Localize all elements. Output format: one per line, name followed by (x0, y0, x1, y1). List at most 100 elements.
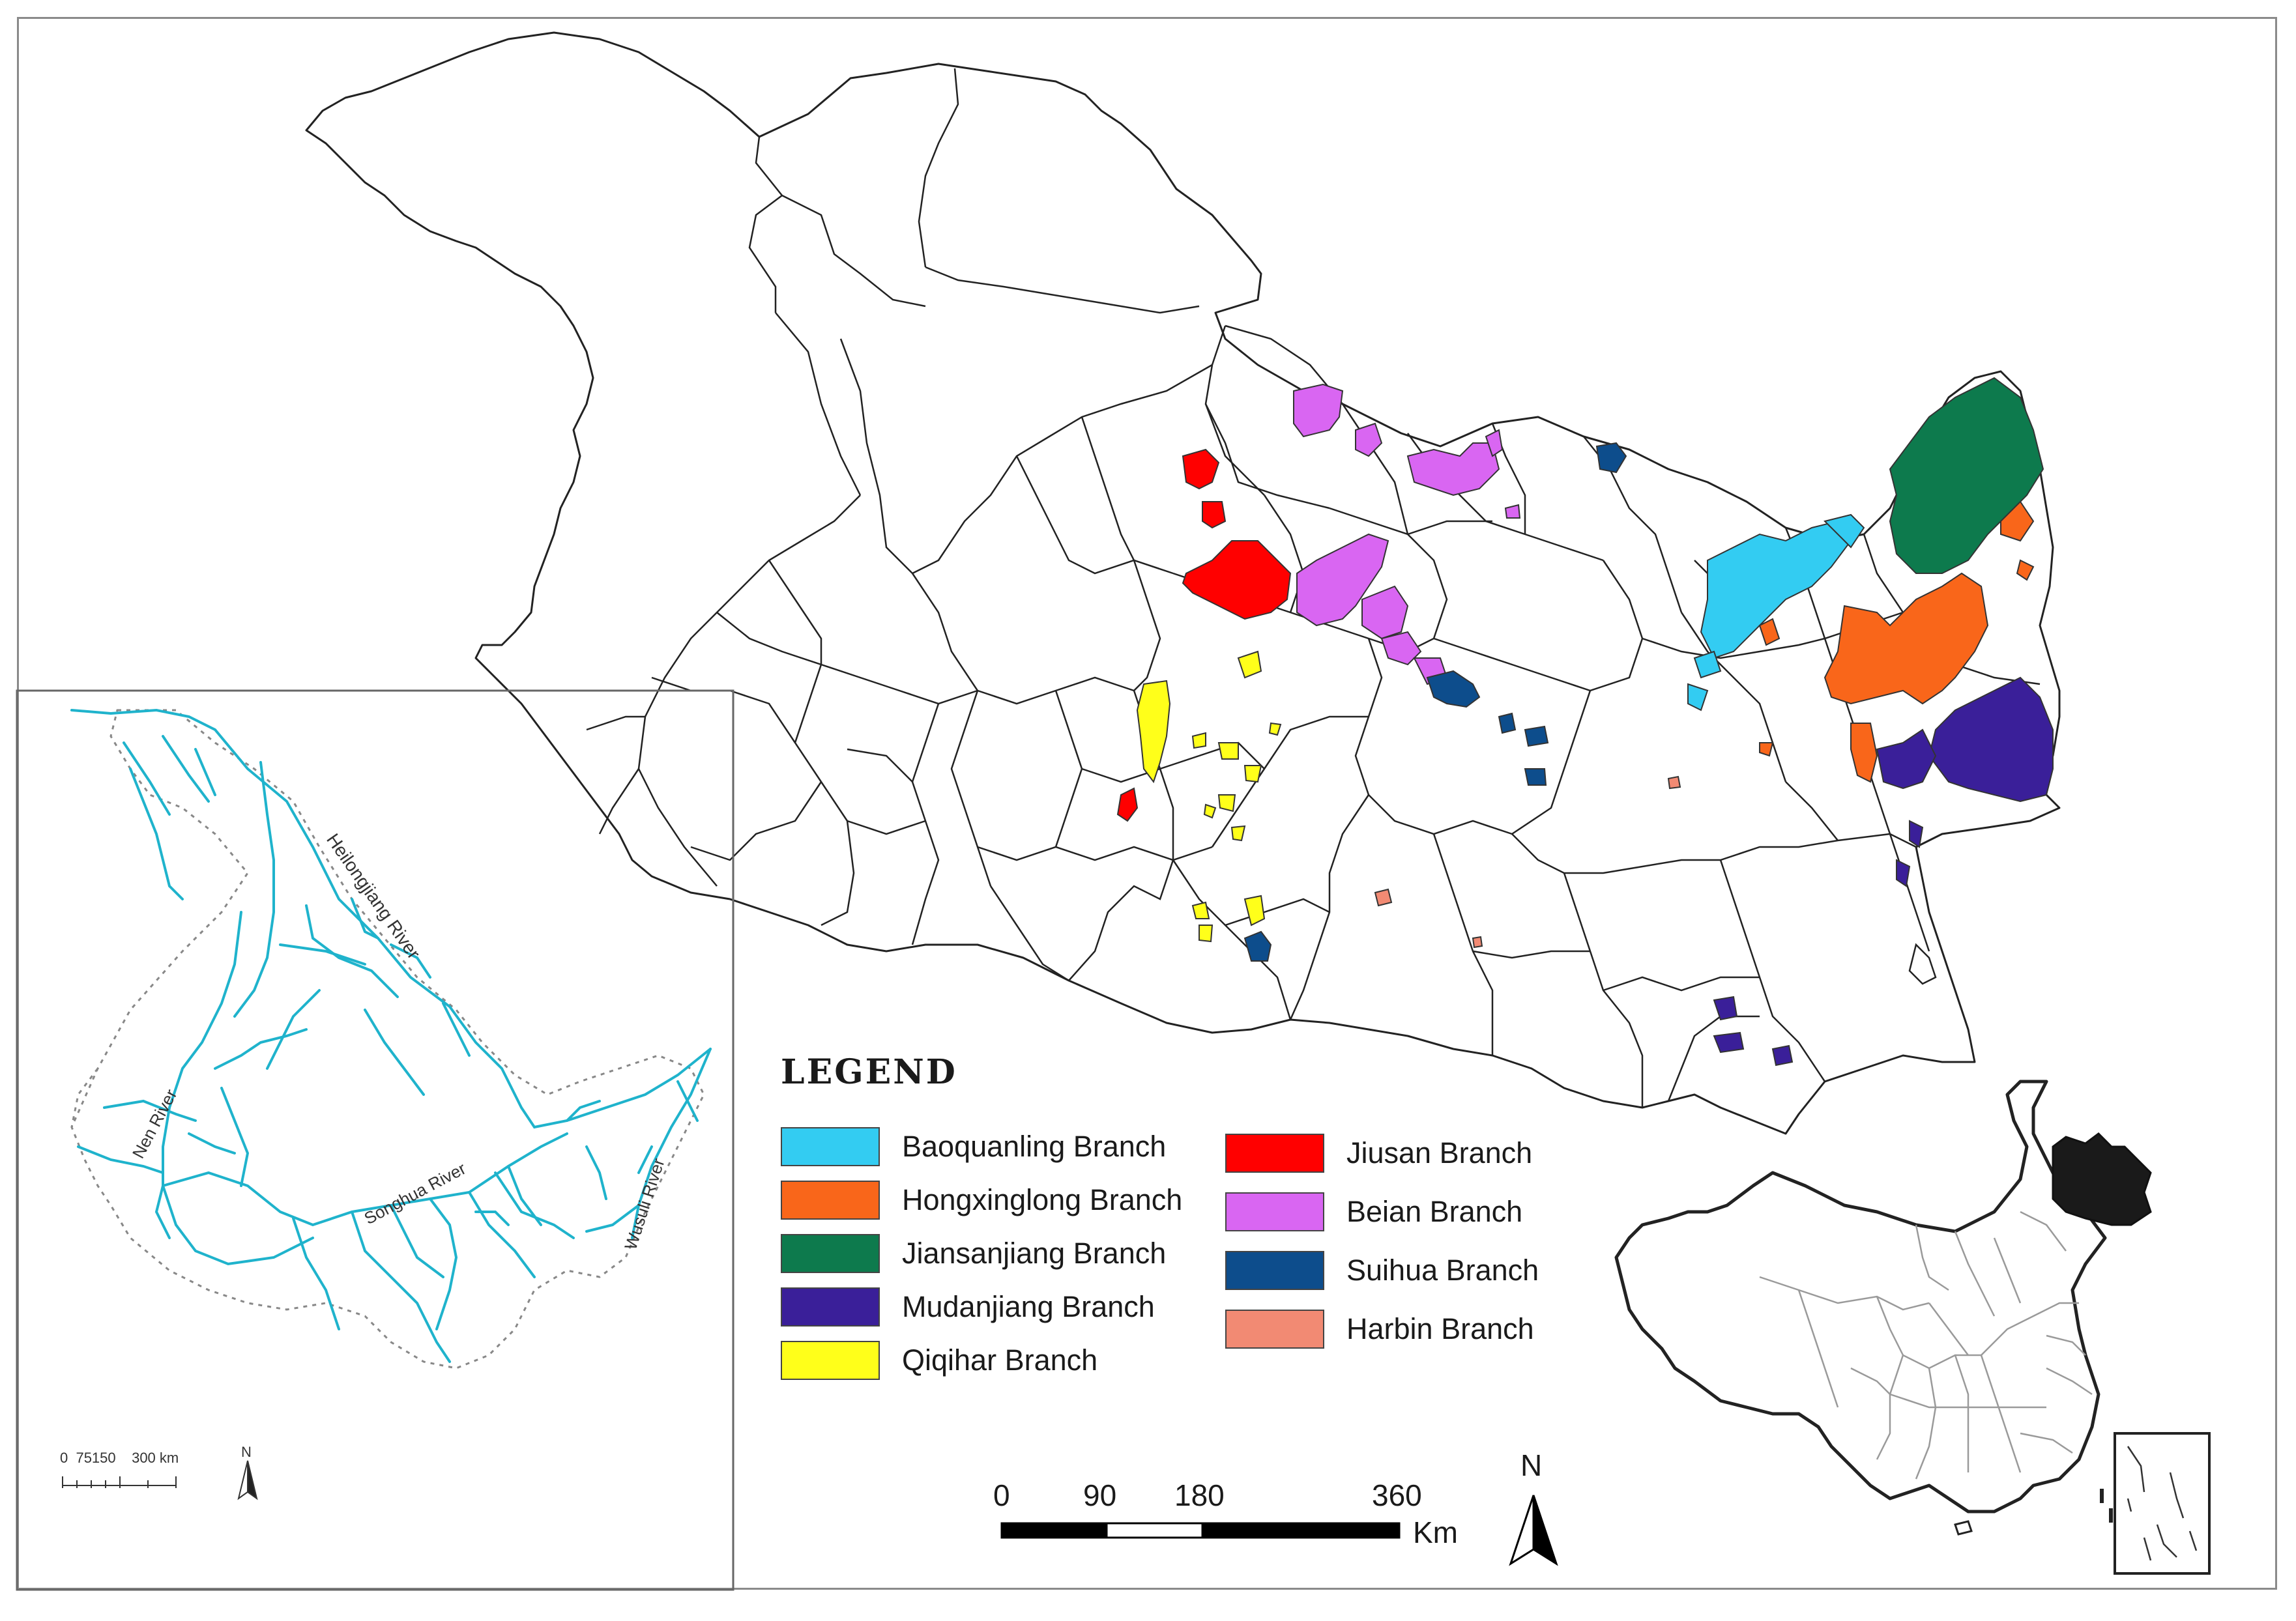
rivers-network (70, 708, 712, 1363)
qiqihar-patch (1191, 901, 1210, 919)
legend-label: Qiqihar Branch (902, 1343, 1098, 1377)
mudanjiang-patch (1909, 820, 1924, 848)
harbin-patch (1472, 936, 1483, 949)
qiqihar-patch (1237, 650, 1262, 679)
mudanjiang-patch (1713, 1031, 1745, 1054)
legend-swatch (781, 1181, 880, 1220)
beian-patch (1361, 585, 1409, 640)
river-label-nen: Nen River (128, 1085, 181, 1161)
hongxinglong-patch (1758, 618, 1780, 646)
rivers-inset-frame (16, 689, 734, 1591)
heilongjiang-highlight (2052, 1132, 2152, 1226)
harbin-patch (1374, 888, 1393, 907)
legend-swatch (1225, 1251, 1324, 1290)
china-outline (1614, 1080, 2107, 1513)
harbin-patch (1667, 775, 1681, 790)
branch-patches (1116, 377, 2054, 1067)
legend-label: Jiusan Branch (1346, 1136, 1533, 1169)
suihua-patch (1524, 768, 1547, 786)
scale-unit: Km (1413, 1515, 1458, 1549)
hongxinglong-patch (2016, 559, 2035, 581)
rivers-north-label: N (241, 1444, 252, 1460)
legend-label: Mudanjiang Branch (902, 1290, 1155, 1323)
suihua-patch (1243, 930, 1272, 962)
legend-item-harbin: Harbin Branch (1225, 1310, 1534, 1349)
qiqihar-patch (1191, 732, 1206, 749)
jiusan-patch (1202, 501, 1227, 529)
scale-tick-label: 0 (993, 1478, 1010, 1512)
scale-tick-label: 360 (1372, 1478, 1422, 1512)
legend-item-baoquanling: Baoquanling Branch (781, 1127, 1166, 1166)
suihua-patch (1524, 725, 1549, 747)
suihua-patch (1498, 712, 1517, 734)
jiusan-patch (1182, 540, 1292, 620)
north-arrow (1509, 1495, 1558, 1566)
mudanjiang-patch (1896, 859, 1911, 887)
legend-label: Baoquanling Branch (902, 1130, 1167, 1163)
china-province-lines (1759, 1211, 2093, 1480)
legend-swatch (1225, 1310, 1324, 1349)
scale-tick-label: 180 (1174, 1478, 1225, 1512)
legend-item-mudanjiang: Mudanjiang Branch (781, 1287, 1155, 1327)
beian-patch (1293, 383, 1344, 438)
qiqihar-patch (1217, 794, 1236, 812)
legend-item-qiqihar: Qiqihar Branch (781, 1341, 1097, 1380)
legend-title: LEGEND (781, 1052, 957, 1092)
legend-swatch (1225, 1134, 1324, 1173)
beian-patch (1406, 442, 1500, 496)
hongxinglong-patch (1759, 742, 1774, 757)
scale-tick-label: 90 (1083, 1478, 1117, 1512)
qiqihar-patch (1243, 765, 1262, 783)
legend-swatch (781, 1287, 880, 1327)
river-label-wusuli: Wusuli River (620, 1156, 669, 1252)
baoquanling-patch (1824, 513, 1865, 549)
baoquanling-patch (1687, 683, 1709, 711)
legend-item-jiusan: Jiusan Branch (1225, 1134, 1532, 1173)
mudanjiang-patch (1713, 996, 1738, 1021)
legend-swatch (781, 1341, 880, 1380)
legend-label: Hongxinglong Branch (902, 1183, 1183, 1216)
baoquanling-patch (1700, 520, 1852, 659)
legend-label: Jiansanjiang Branch (902, 1237, 1167, 1270)
qiqihar-patch (1217, 742, 1239, 760)
legend-label: Suihua Branch (1346, 1254, 1539, 1287)
qiqihar-patch (1230, 825, 1246, 842)
river-label-songhua: Songhua River (361, 1158, 469, 1228)
hongxinglong-patch (1850, 723, 1878, 783)
rivers-scale-bar (62, 1476, 177, 1488)
legend-swatch (1225, 1192, 1324, 1231)
hainan-island (1954, 1520, 1973, 1536)
beian-patch (1485, 429, 1504, 457)
jiansanjiang-patch (1889, 377, 2044, 574)
qiqihar-patch (1203, 803, 1217, 819)
qiqihar-patch (1243, 895, 1266, 926)
qiqihar-patch (1268, 722, 1282, 736)
beian-patch (1504, 504, 1521, 519)
legend-label: Beian Branch (1346, 1195, 1523, 1228)
legend-item-hongxinglong: Hongxinglong Branch (781, 1181, 1182, 1220)
legend-swatch (781, 1127, 880, 1166)
legend-item-beian: Beian Branch (1225, 1192, 1522, 1231)
jiusan-patch (1116, 787, 1139, 822)
qiqihar-patch (1136, 680, 1171, 784)
baoquanling-patch (1693, 650, 1722, 679)
mudanjiang-patch (1876, 728, 1937, 790)
rivers-north-arrow (237, 1460, 258, 1500)
mudanjiang-patch (1771, 1044, 1794, 1067)
suihua-patch (1426, 670, 1481, 708)
main-scale-bar (1000, 1522, 1401, 1539)
jiusan-patch (1182, 448, 1220, 490)
rivers-inset-outline (70, 709, 705, 1370)
china-inset (1614, 1080, 2211, 1575)
rivers-scale-text: 0 75150 300 km (60, 1450, 179, 1466)
legend-item-suihua: Suihua Branch (1225, 1251, 1539, 1290)
legend-item-jiansanjiang: Jiansanjiang Branch (781, 1234, 1166, 1273)
suihua-patch (1595, 442, 1627, 474)
hongxinglong-patch (1824, 572, 1989, 705)
beian-patch (1296, 533, 1389, 627)
south-china-sea-box (2114, 1432, 2211, 1575)
legend-swatch (781, 1234, 880, 1273)
north-label: N (1520, 1448, 1543, 1482)
qiqihar-patch (1199, 925, 1213, 943)
